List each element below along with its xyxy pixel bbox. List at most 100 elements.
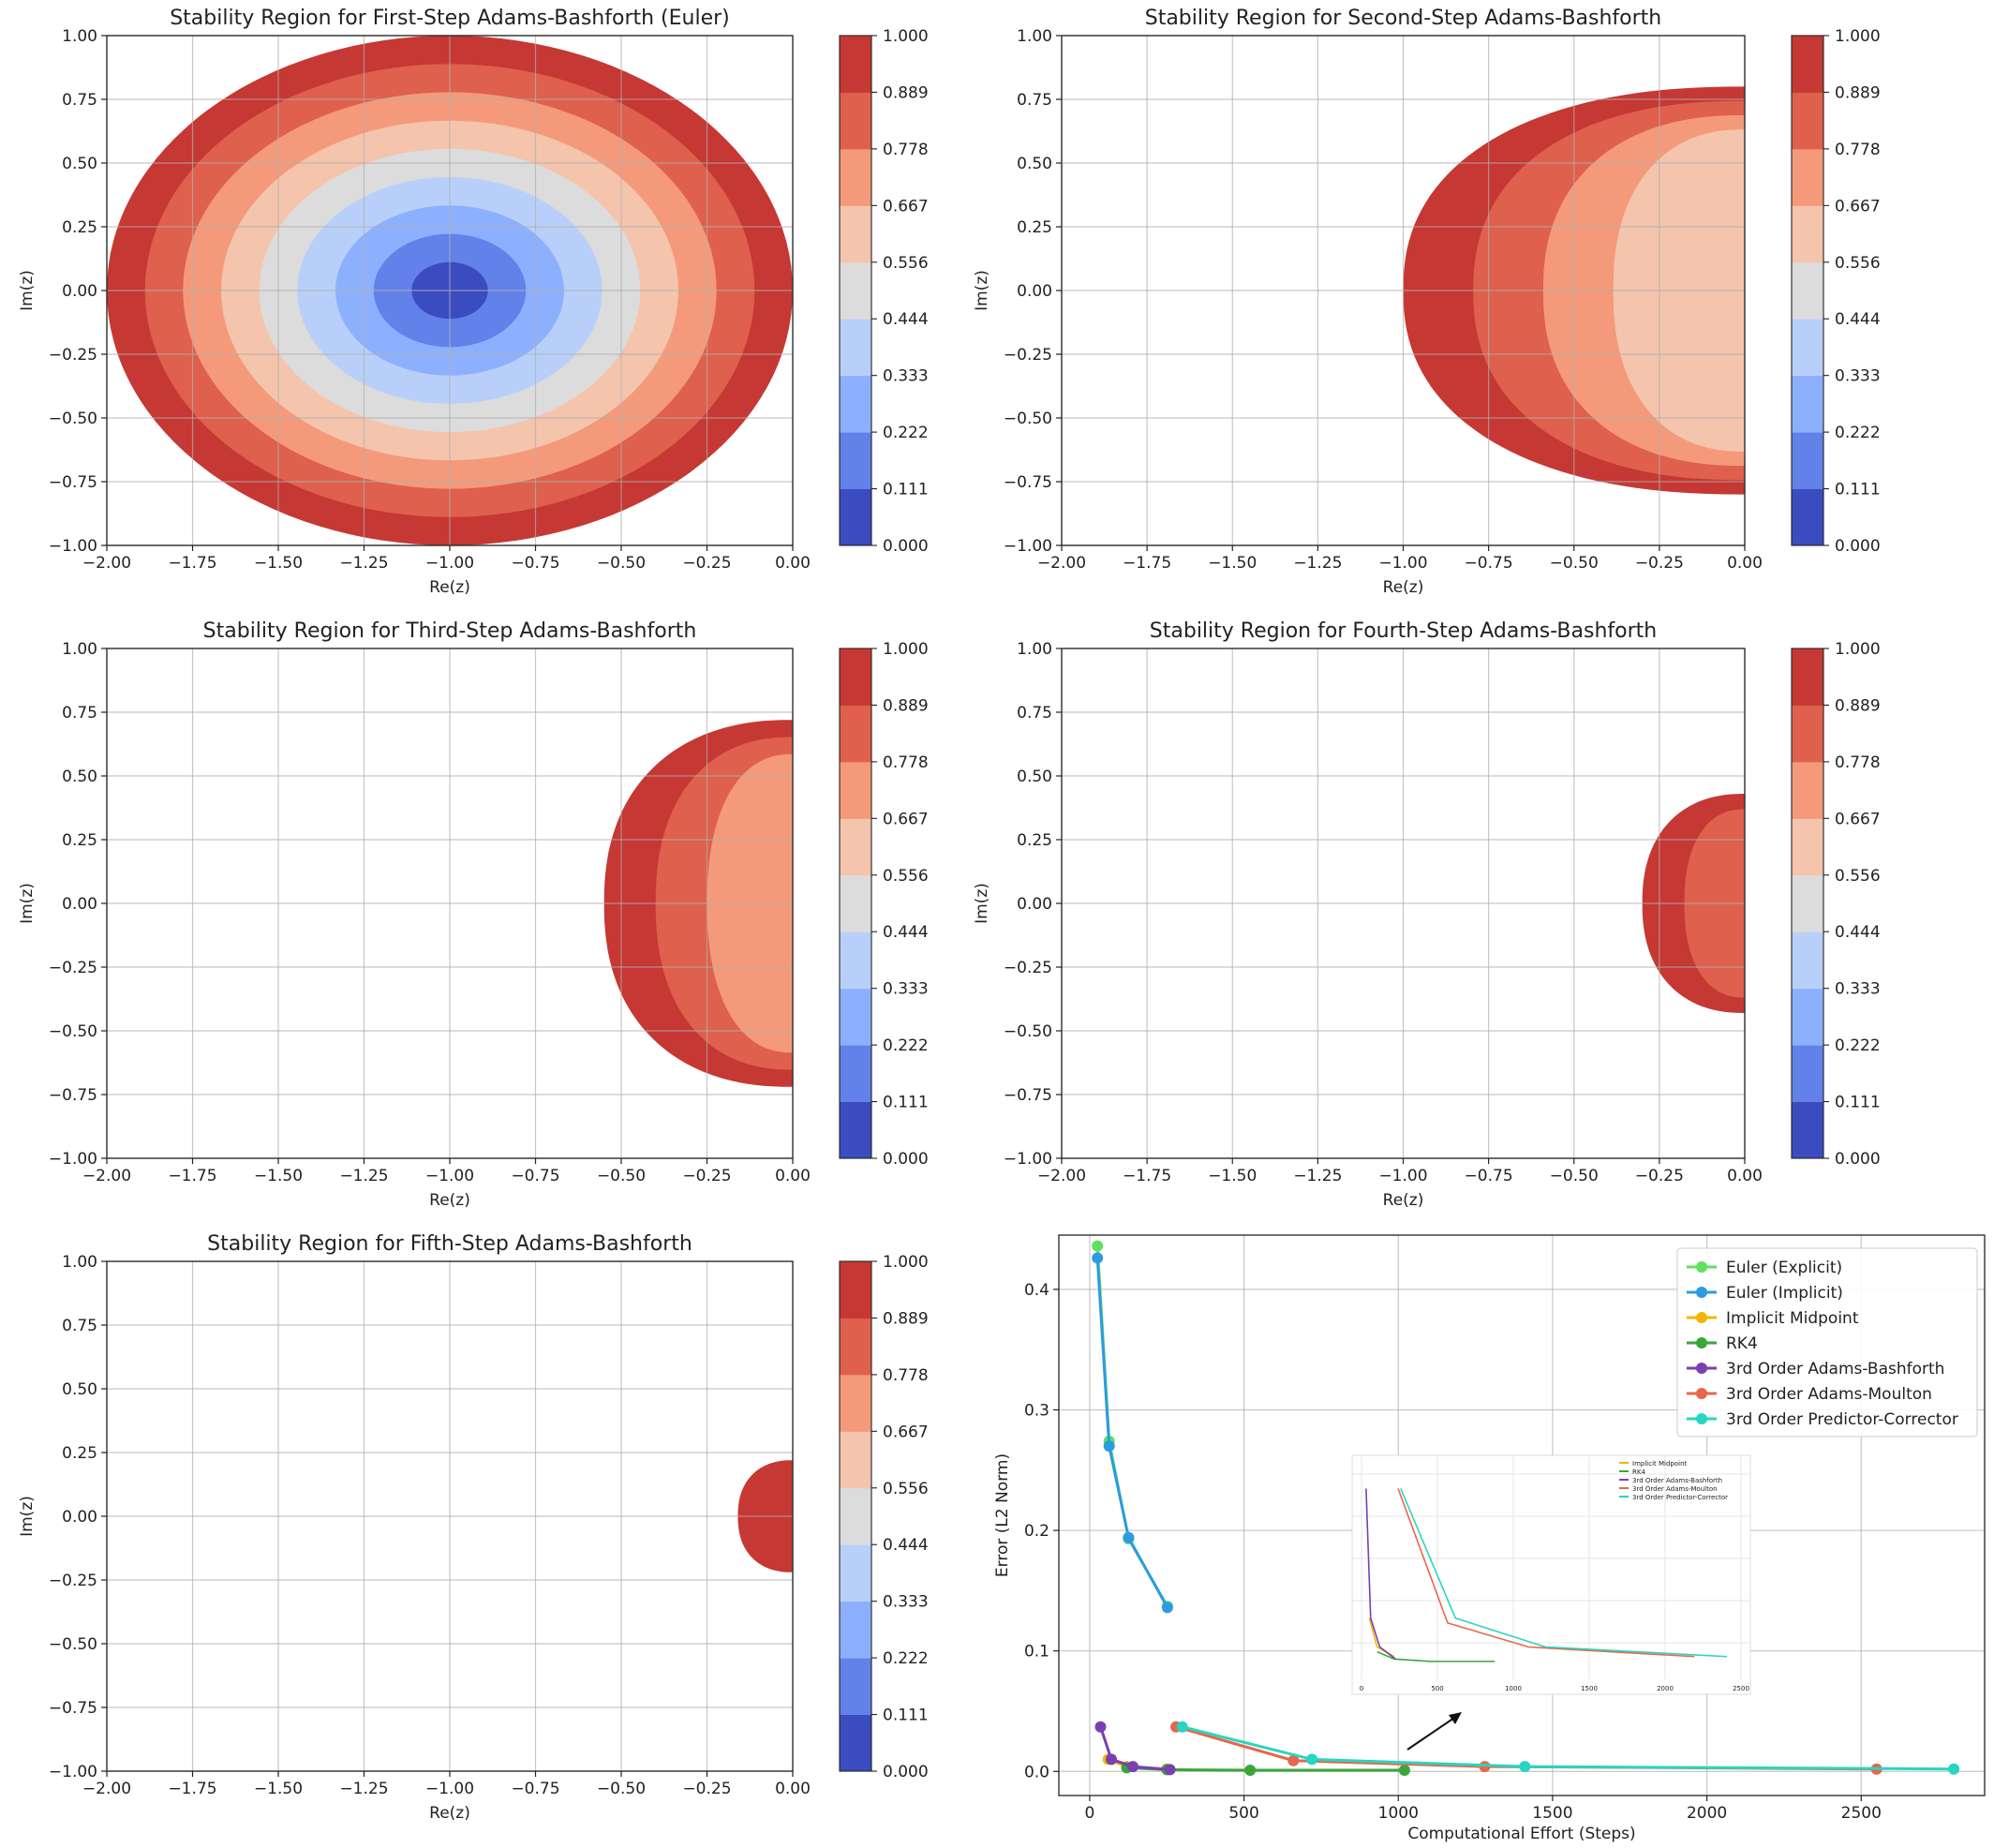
y-tick-label: −0.50: [49, 1635, 97, 1654]
x-axis-label: Computational Effort (Steps): [1407, 1825, 1635, 1843]
y-axis-label: Im(z): [973, 270, 991, 311]
y-tick-label: −0.25: [49, 959, 97, 977]
x-axis-label: Re(z): [1383, 1191, 1424, 1210]
data-point: [1127, 1761, 1138, 1773]
y-tick-label: −1.00: [49, 1150, 97, 1169]
colorbar-tick-label: 1.000: [1835, 640, 1881, 659]
colorbar-segment: [840, 1431, 871, 1489]
x-tick-label: −2.00: [82, 1780, 131, 1798]
colorbar-tick-label: 0.000: [1835, 1150, 1881, 1169]
colorbar-segment: [840, 488, 871, 546]
y-axis-label: Im(z): [18, 1496, 37, 1537]
x-tick-label: −0.50: [597, 554, 646, 573]
inset-series-line: [1397, 1488, 1695, 1658]
colorbar-segment: [840, 261, 871, 320]
colorbar-segment: [840, 761, 871, 819]
x-axis-label: Re(z): [429, 578, 470, 597]
y-tick-label: 0.50: [62, 768, 97, 786]
y-tick-label: −0.25: [49, 1572, 97, 1590]
grid-5: [106, 1260, 794, 1772]
x-tick-label: −2.00: [82, 1167, 131, 1185]
legend-label: Euler (Implicit): [1726, 1284, 1843, 1303]
x-tick-label: 0.00: [775, 1167, 811, 1185]
colorbar-tick-label: 0.778: [1835, 141, 1881, 159]
x-tick-label: 1500: [1532, 1804, 1572, 1823]
legend-label: RK4: [1726, 1334, 1758, 1353]
colorbar-4: [1791, 648, 1829, 1159]
colorbar-tick-label: 0.889: [883, 83, 929, 102]
y-tick-label: 0.50: [1017, 155, 1052, 173]
colorbar-segment: [1792, 648, 1823, 706]
colorbar-tick-label: 0.000: [883, 1150, 929, 1169]
inset-legend-label: 3rd Order Adams-Bashforth: [1632, 1477, 1722, 1484]
colorbar-tick-label: 0.333: [1835, 980, 1881, 999]
chart-title: Stability Region for Third-Step Adams-Ba…: [203, 619, 697, 643]
x-tick-label: −0.75: [1465, 1167, 1513, 1185]
colorbar-tick-label: 0.667: [883, 810, 929, 828]
colorbar-segment: [840, 1101, 871, 1159]
data-point: [1123, 1531, 1135, 1543]
y-tick-label: 0.75: [62, 1317, 97, 1335]
data-point: [1103, 1440, 1115, 1453]
colorbar-segment: [1792, 36, 1823, 93]
colorbar-tick-label: 0.778: [883, 753, 929, 772]
colorbar-segment: [840, 1261, 871, 1319]
legend-marker: [1696, 1261, 1707, 1273]
legend-marker: [1696, 1337, 1707, 1349]
data-point: [1094, 1721, 1107, 1733]
series-line: [1182, 1725, 1955, 1771]
y-tick-label: 0.2: [1024, 1522, 1049, 1541]
y-tick-label: 0.75: [62, 91, 97, 110]
x-tick-label: −1.25: [339, 1167, 388, 1185]
colorbar-tick-label: 0.222: [1835, 1036, 1881, 1055]
y-tick-label: −0.75: [49, 1699, 97, 1718]
inset-panel: [1351, 1454, 1751, 1695]
legend-marker: [1696, 1388, 1707, 1399]
inset-legend-label: RK4: [1632, 1468, 1645, 1476]
series-5: [1094, 1721, 1176, 1776]
colorbar-frame: [839, 1260, 872, 1772]
data-point: [1092, 1240, 1104, 1252]
y-tick-label: 1.00: [62, 1253, 97, 1272]
data-point: [1176, 1721, 1188, 1733]
data-point: [1161, 1602, 1173, 1614]
colorbar-tick-label: 0.333: [1835, 367, 1881, 386]
y-tick-label: 0.25: [62, 218, 97, 237]
y-tick-label: −0.75: [1004, 1086, 1052, 1105]
colorbar-tick-label: 1.000: [1835, 27, 1881, 46]
y-tick-label: −1.00: [1004, 537, 1052, 556]
x-tick-label: −1.50: [254, 1167, 303, 1185]
y-tick-label: 1.00: [62, 27, 97, 46]
y-tick-label: 0.50: [62, 1380, 97, 1399]
colorbar-tick-label: 0.111: [1835, 481, 1881, 499]
colorbar-tick-label: 0.000: [883, 537, 929, 556]
colorbar-segment: [1792, 1045, 1823, 1102]
x-tick-label: −2.00: [1037, 554, 1086, 573]
x-tick-label: −0.25: [682, 1780, 731, 1798]
colorbar-segment: [840, 874, 871, 932]
inset-tick-label: 1500: [1581, 1685, 1598, 1692]
colorbar-segment: [840, 705, 871, 763]
legend-label: 3rd Order Adams-Moulton: [1726, 1385, 1932, 1404]
colorbar-segment: [840, 1658, 871, 1715]
colorbar-tick-label: 1.000: [883, 640, 929, 659]
colorbar-tick-label: 0.111: [883, 1706, 929, 1725]
colorbar-tick-label: 0.333: [883, 367, 929, 386]
colorbar-tick-label: 0.444: [883, 310, 929, 329]
x-tick-label: −1.75: [168, 1780, 216, 1798]
series-7: [1176, 1721, 1960, 1775]
colorbar-1: [839, 35, 877, 546]
y-tick-label: 0.00: [62, 1508, 97, 1527]
inset-tick-label: 2000: [1657, 1685, 1674, 1692]
colorbar-tick-label: 0.222: [1835, 424, 1881, 442]
colorbar-segment: [840, 1318, 871, 1376]
y-tick-label: −0.25: [1004, 959, 1052, 977]
x-tick-label: −2.00: [82, 554, 131, 573]
colorbar-5: [839, 1260, 877, 1772]
x-tick-label: 0.00: [1727, 554, 1763, 573]
line-axes-frame: [1058, 1234, 1986, 1796]
x-tick-label: −0.75: [511, 1780, 559, 1798]
y-tick-label: 0.00: [1017, 282, 1052, 301]
y-tick-label: −1.00: [49, 537, 97, 556]
